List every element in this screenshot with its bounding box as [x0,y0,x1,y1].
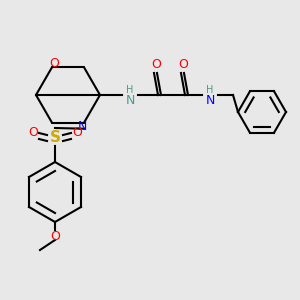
Text: N: N [205,94,215,106]
Text: N: N [125,94,135,106]
Text: O: O [72,125,82,139]
Text: O: O [50,230,60,242]
Text: O: O [151,58,161,71]
Text: N: N [77,120,87,133]
Text: O: O [28,125,38,139]
Text: H: H [126,85,134,95]
Text: H: H [206,85,214,95]
Text: O: O [49,57,59,70]
Text: S: S [50,130,61,146]
Text: O: O [178,58,188,71]
